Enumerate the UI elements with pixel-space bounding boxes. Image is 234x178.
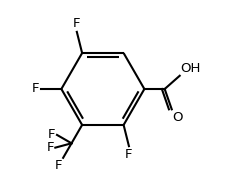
Text: O: O bbox=[173, 111, 183, 124]
Text: F: F bbox=[125, 148, 133, 161]
Text: OH: OH bbox=[181, 62, 201, 75]
Text: F: F bbox=[46, 141, 54, 154]
Text: F: F bbox=[73, 17, 80, 30]
Text: F: F bbox=[55, 159, 62, 172]
Text: F: F bbox=[48, 128, 56, 141]
Text: F: F bbox=[32, 82, 40, 96]
